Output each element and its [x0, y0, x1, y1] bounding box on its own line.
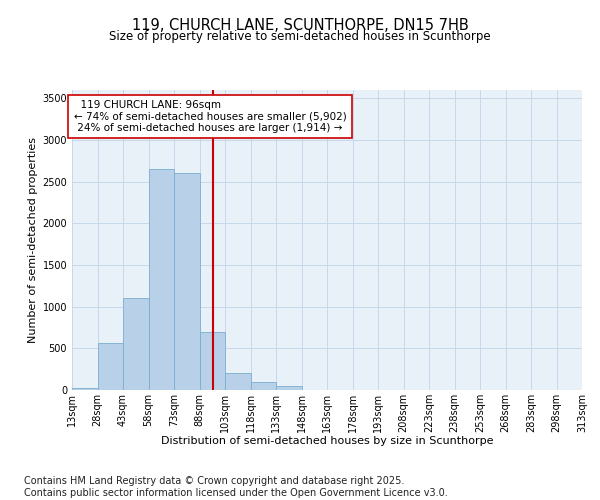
Bar	[149, 169, 174, 390]
Bar	[251, 382, 276, 390]
Text: 119, CHURCH LANE, SCUNTHORPE, DN15 7HB: 119, CHURCH LANE, SCUNTHORPE, DN15 7HB	[131, 18, 469, 32]
Bar	[174, 174, 199, 390]
Text: Contains HM Land Registry data © Crown copyright and database right 2025.
Contai: Contains HM Land Registry data © Crown c…	[24, 476, 448, 498]
X-axis label: Distribution of semi-detached houses by size in Scunthorpe: Distribution of semi-detached houses by …	[161, 436, 493, 446]
Text: 119 CHURCH LANE: 96sqm
← 74% of semi-detached houses are smaller (5,902)
 24% of: 119 CHURCH LANE: 96sqm ← 74% of semi-det…	[74, 100, 346, 133]
Bar	[72, 388, 97, 390]
Bar	[200, 332, 225, 390]
Bar	[225, 374, 251, 390]
Bar	[123, 298, 149, 390]
Y-axis label: Number of semi-detached properties: Number of semi-detached properties	[28, 137, 38, 343]
Text: Size of property relative to semi-detached houses in Scunthorpe: Size of property relative to semi-detach…	[109, 30, 491, 43]
Bar	[97, 344, 123, 390]
Bar	[276, 386, 302, 390]
